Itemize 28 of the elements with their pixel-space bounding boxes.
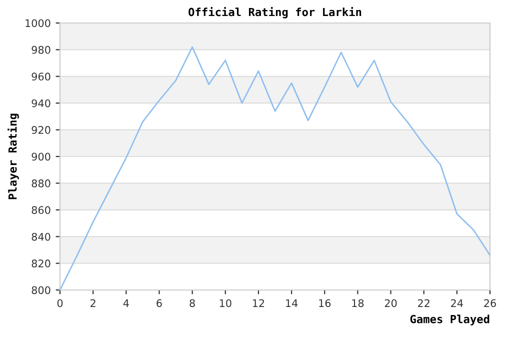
y-axis-title: Player Rating — [8, 114, 19, 200]
x-tick-label: 12 — [252, 299, 264, 307]
y-tick-label: 820 — [32, 260, 50, 268]
y-tick-label: 960 — [32, 72, 50, 81]
y-tick-label: 920 — [32, 126, 50, 134]
y-tick-label: 940 — [32, 99, 50, 108]
x-tick-label: 0 — [57, 299, 63, 308]
x-tick-label: 26 — [484, 299, 496, 308]
chart-title: Official Rating for Larkin — [188, 7, 362, 18]
x-tick-label: 2 — [90, 299, 96, 307]
x-axis-title: Games Played — [410, 314, 490, 326]
y-tick-label: 900 — [32, 152, 50, 161]
x-tick-label: 24 — [451, 299, 463, 307]
y-tick-label: 800 — [32, 286, 50, 294]
x-tick-label: 14 — [286, 299, 298, 307]
x-tick-label: 22 — [418, 299, 430, 307]
y-tick-label: 980 — [32, 46, 50, 54]
x-tick-label: 8 — [190, 299, 195, 308]
x-tick-label: 18 — [352, 299, 364, 308]
x-tick-label: 4 — [123, 299, 129, 307]
y-tick-label: 880 — [32, 179, 50, 188]
y-tick-label: 840 — [32, 232, 50, 241]
x-tick-label: 16 — [319, 299, 331, 308]
x-tick-label: 10 — [220, 299, 232, 308]
x-tick-label: 20 — [384, 299, 397, 308]
x-tick-label: 6 — [156, 299, 162, 308]
y-tick-label: 1000 — [26, 19, 50, 28]
y-tick-label: 860 — [32, 206, 50, 214]
